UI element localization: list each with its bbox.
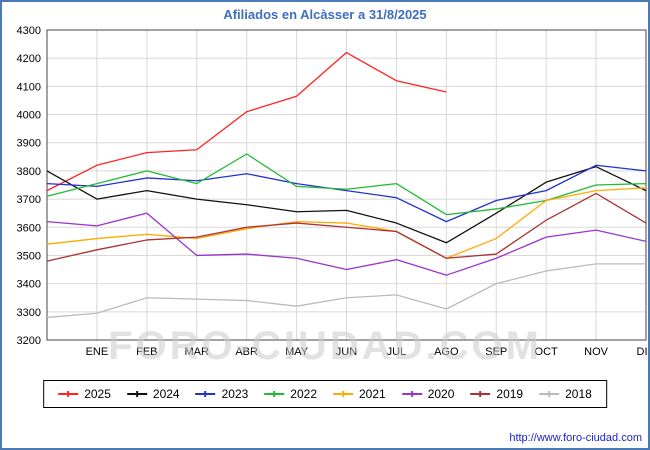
- legend-item-2025: 2025: [58, 387, 111, 401]
- x-tick-label: DIC: [637, 346, 650, 358]
- plot-border: [46, 29, 647, 341]
- y-tick-label: 4300: [17, 25, 41, 37]
- y-tick-label: 4100: [17, 81, 41, 93]
- x-tick-label: SEP: [485, 346, 507, 358]
- series-line-2020: [46, 212, 647, 276]
- series-line-2021: [46, 187, 647, 259]
- legend-item-2021: 2021: [333, 387, 386, 401]
- legend-label: 2023: [221, 387, 249, 401]
- legend-item-2019: 2019: [470, 387, 523, 401]
- y-tick-label: 3700: [17, 194, 41, 206]
- x-tick-label: NOV: [584, 346, 609, 358]
- legend-swatch-2020: [401, 391, 422, 397]
- legend-swatch-2024: [126, 391, 147, 397]
- y-tick-label: 4000: [17, 110, 41, 122]
- legend-swatch-2022: [264, 391, 285, 397]
- series-line-2019: [46, 192, 647, 262]
- legend-label: 2021: [359, 387, 386, 401]
- x-tick-label: AGO: [434, 346, 459, 358]
- legend-swatch-2021: [333, 391, 353, 397]
- legend-label: 2019: [496, 387, 524, 401]
- series-line-2025: [46, 51, 447, 192]
- legend-item-2020: 2020: [401, 387, 455, 401]
- y-tick-label: 3500: [17, 250, 41, 262]
- y-tick-label: 3200: [17, 335, 41, 347]
- chart-title: Afiliados en Alcàsser a 31/8/2025: [223, 7, 427, 22]
- x-tick-label: ENE: [86, 346, 109, 358]
- y-tick-label: 4200: [17, 53, 41, 65]
- y-tick-label: 3400: [17, 279, 41, 291]
- legend-label: 2018: [565, 387, 592, 401]
- y-tick-label: 3300: [17, 307, 41, 319]
- legend-label: 2022: [290, 387, 317, 401]
- y-tick-label: 3800: [17, 166, 41, 178]
- legend-swatch-2025: [58, 391, 79, 397]
- legend-swatch-2023: [195, 391, 216, 397]
- footer-url[interactable]: http://www.foro-ciudad.com: [509, 432, 642, 444]
- y-tick-label: 3900: [17, 138, 41, 150]
- legend-label: 2020: [427, 387, 455, 401]
- x-tick-label: FEB: [136, 346, 157, 358]
- legend-item-2024: 2024: [126, 387, 180, 401]
- series-line-2023: [46, 164, 647, 223]
- legend-item-2022: 2022: [264, 387, 317, 401]
- y-tick-label: 3600: [17, 222, 41, 234]
- series-line-2024: [46, 166, 647, 244]
- legend-label: 2024: [152, 387, 180, 401]
- x-tick-label: MAY: [285, 346, 309, 358]
- series-line-2018: [46, 263, 646, 319]
- x-tick-label: OCT: [535, 346, 559, 358]
- chart-legend: 2025 2024 2023 2022 2021 2020 2019 2018: [43, 380, 607, 408]
- x-tick-label: ABR: [235, 346, 258, 358]
- legend-item-2018: 2018: [539, 387, 592, 401]
- x-tick-label: JUL: [387, 346, 407, 358]
- x-tick-label: JUN: [336, 346, 357, 358]
- legend-swatch-2019: [470, 391, 491, 397]
- x-tick-label: MAR: [185, 346, 210, 358]
- legend-label: 2025: [84, 387, 111, 401]
- legend-swatch-2018: [539, 391, 560, 397]
- legend-item-2023: 2023: [195, 387, 249, 401]
